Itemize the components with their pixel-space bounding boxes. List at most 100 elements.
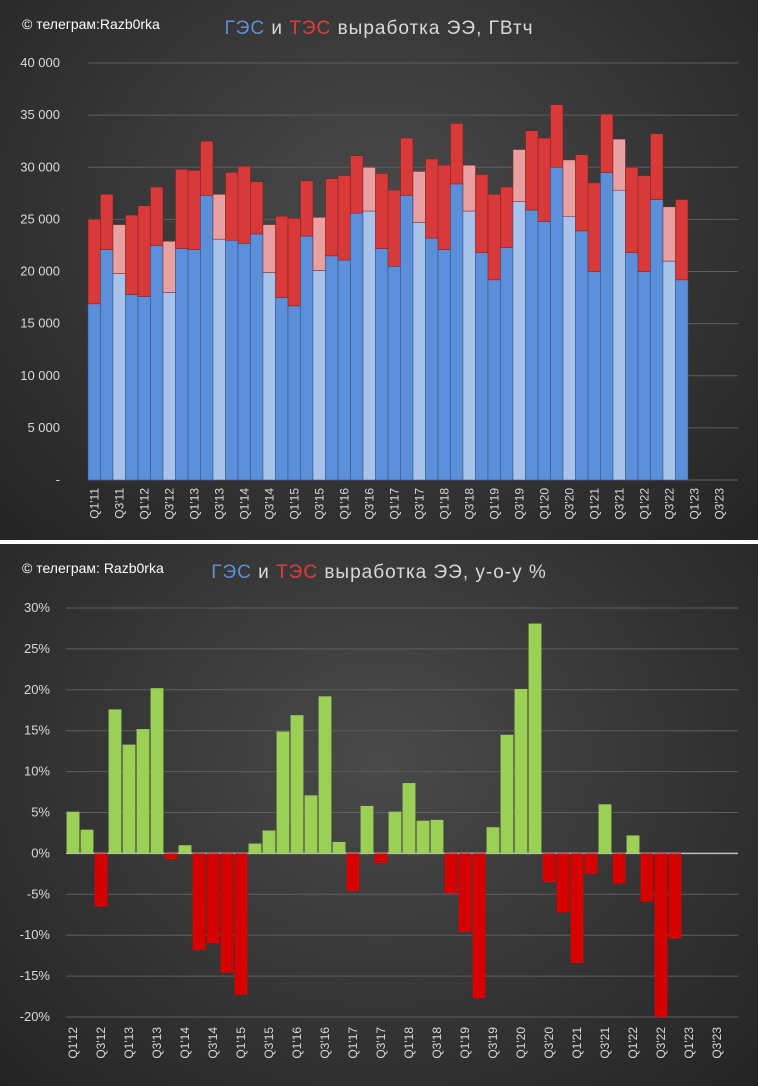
bar-tpp (112, 224, 126, 274)
bar-negative (472, 853, 486, 999)
y-tick-label: 20% (24, 682, 50, 697)
bar-hpp (587, 271, 601, 481)
x-tick-label: Q1'11 (87, 488, 101, 519)
title-and: и (258, 562, 270, 583)
x-tick-label: Q3'15 (262, 1027, 276, 1059)
x-tick-label: Q1'12 (66, 1027, 80, 1059)
bar-tpp (500, 186, 514, 248)
x-tick-label: Q3'15 (312, 488, 326, 520)
yoy-change-chart-panel: © телеграм: Razb0rka ГЭС и ТЭС выработка… (0, 544, 758, 1086)
x-tick-label: Q1'18 (402, 1027, 416, 1059)
x-tick-label: Q1'18 (437, 488, 451, 520)
x-tick-label: Q3'14 (206, 1027, 220, 1059)
bar-negative (206, 853, 220, 944)
y-tick-label: - (56, 472, 60, 487)
bar-negative (94, 853, 108, 907)
y-tick-label: 30% (24, 600, 50, 615)
bar-tpp (162, 241, 176, 293)
x-tick-label: Q3'20 (562, 488, 576, 520)
x-tick-label: Q3'12 (162, 488, 176, 520)
x-tick-label: Q3'19 (512, 488, 526, 520)
bar-tpp (462, 164, 476, 212)
bar-negative (668, 853, 682, 939)
bar-positive (332, 841, 346, 854)
bar-negative (542, 853, 556, 883)
x-tick-label: Q1'15 (234, 1027, 248, 1059)
bar-positive (402, 783, 416, 854)
bar-tpp (150, 186, 164, 246)
bar-hpp (325, 255, 339, 481)
bar-hpp (212, 238, 226, 481)
watermark: © телеграм: Razb0rka (22, 560, 164, 576)
bar-positive (304, 795, 318, 854)
bar-positive (178, 845, 192, 854)
x-tick-label: Q1'21 (587, 488, 601, 520)
bar-negative (346, 853, 360, 892)
bar-hpp (162, 292, 176, 481)
bar-positive (360, 805, 374, 854)
bar-negative (192, 853, 206, 950)
bar-positive (598, 804, 612, 854)
bar-hpp (275, 297, 289, 481)
bar-negative (458, 853, 472, 932)
bar-tpp (300, 180, 314, 237)
x-tick-label: Q1'20 (537, 488, 551, 520)
bar-tpp (612, 138, 626, 191)
bar-positive (122, 744, 136, 854)
bar-tpp (400, 137, 414, 196)
x-tick-label: Q1'19 (487, 488, 501, 520)
y-tick-label: 30 000 (20, 159, 60, 174)
chart-title: ГЭС и ТЭС выработка ЭЭ, у-о-у % (0, 562, 758, 584)
bar-tpp (637, 175, 651, 272)
bar-tpp (437, 164, 451, 250)
x-tick-label: Q3'14 (262, 488, 276, 520)
bar-negative (640, 853, 654, 902)
bar-hpp (187, 249, 201, 481)
bar-positive (276, 731, 290, 854)
bar-hpp (675, 279, 689, 481)
bar-positive (136, 729, 150, 854)
y-tick-label: 5% (31, 805, 50, 820)
y-tick-label: -5% (27, 886, 51, 901)
title-and: и (271, 18, 284, 39)
y-tick-label: 5 000 (27, 420, 60, 435)
bar-positive (262, 830, 276, 854)
bar-tpp (325, 178, 339, 257)
bar-hpp (250, 233, 264, 481)
bar-hpp (375, 248, 389, 481)
title-rest: выработка ЭЭ, у-о-у % (324, 562, 547, 583)
bar-tpp (87, 219, 101, 305)
bar-hpp (612, 189, 626, 481)
bar-hpp (500, 247, 514, 481)
y-tick-label: -15% (20, 968, 51, 983)
bar-tpp (562, 159, 576, 217)
bar-positive (514, 688, 528, 854)
bar-tpp (350, 155, 364, 214)
y-tick-label: 25% (24, 641, 50, 656)
x-tick-label: Q1'23 (687, 488, 701, 520)
bar-tpp (625, 167, 639, 253)
y-tick-label: 35 000 (20, 107, 60, 122)
bar-positive (66, 811, 80, 854)
bar-tpp (200, 140, 214, 196)
bar-negative (584, 853, 598, 874)
bar-hpp (87, 303, 101, 481)
bar-hpp (175, 248, 189, 481)
x-tick-label: Q3'17 (412, 488, 426, 520)
x-tick-label: Q3'11 (112, 488, 126, 519)
bar-tpp (212, 194, 226, 240)
y-tick-label: 15% (24, 723, 50, 738)
bar-negative (612, 853, 626, 884)
bar-positive (150, 688, 164, 854)
bar-tpp (175, 169, 189, 249)
bar-positive (248, 843, 262, 854)
bar-negative (164, 853, 178, 860)
title-hpp: ГЭС (211, 562, 252, 583)
title-rest: выработка ЭЭ, ГВтч (337, 18, 534, 39)
bar-tpp (125, 214, 139, 295)
x-tick-label: Q1'19 (458, 1027, 472, 1059)
x-tick-label: Q3'23 (710, 1027, 724, 1059)
y-tick-label: 25 000 (20, 211, 60, 226)
bar-tpp (425, 158, 439, 239)
bar-hpp (200, 195, 214, 481)
